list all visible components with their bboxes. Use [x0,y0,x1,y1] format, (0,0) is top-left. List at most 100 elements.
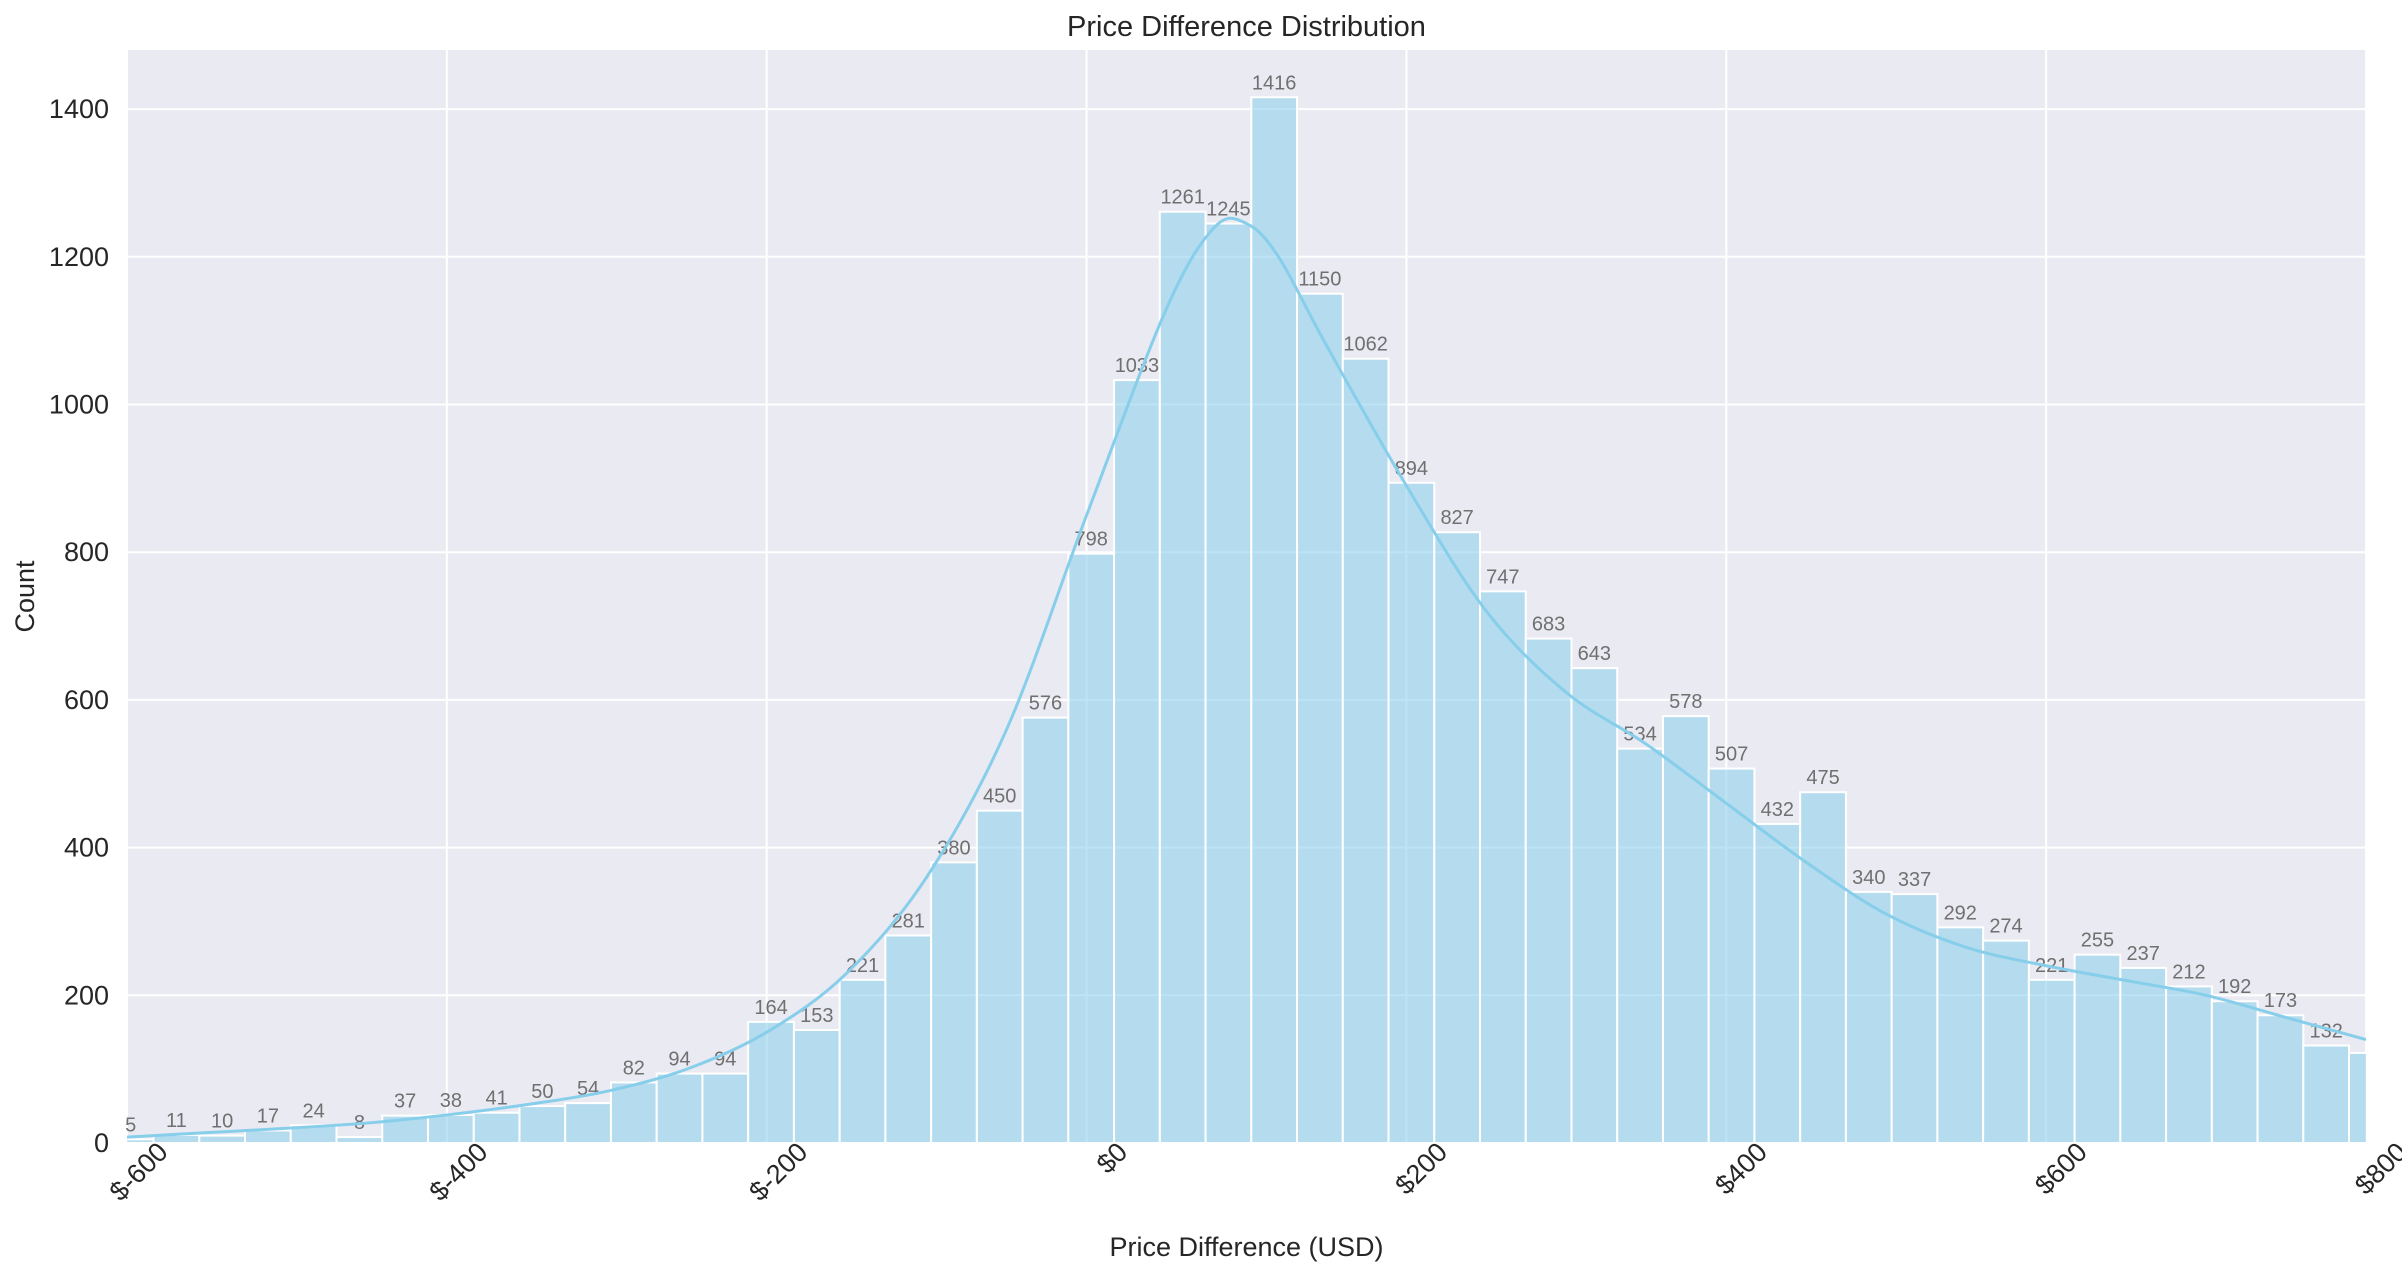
chart-title: Price Difference Distribution [1067,11,1426,43]
bar-value-label: 17 [257,1105,279,1127]
bar-value-label: 450 [983,786,1016,808]
histogram-bar [1158,210,1207,1143]
histogram-bar [198,1134,247,1143]
bar-value-label: 153 [800,1005,833,1027]
x-axis-label: Price Difference (USD) [1109,1232,1383,1262]
y-tick-label: 200 [64,980,109,1010]
histogram-bar [747,1020,795,1143]
histogram-bar [518,1105,567,1143]
bar-value-label: 1245 [1206,199,1251,221]
histogram-bar [838,978,887,1143]
y-tick-label: 1000 [49,389,109,419]
y-axis-ticks: 0 200 400 600 800 1000 1200 1400 [49,94,109,1158]
y-tick-label: 800 [64,537,109,567]
x-axis-ticks: $-600 $-400 $-200 $0 $200 $400 $600 $800 [104,1137,2402,1207]
histogram-bar [1936,926,1985,1143]
histogram-bar [609,1081,658,1143]
bar-value-label: 432 [1761,799,1794,821]
histogram-bar [1524,637,1573,1143]
bar-value-label: 1416 [1252,72,1297,94]
histogram-bar [1067,552,1116,1143]
bar-value-label: 221 [846,955,879,977]
bar-value-label: 50 [531,1081,553,1103]
bar-value-label: 212 [2172,961,2205,983]
histogram-bar [1478,590,1527,1143]
x-tick-label: $600 [2029,1137,2093,1201]
bar-value-label: 1033 [1115,355,1160,377]
histogram-bar [2119,966,2168,1143]
histogram-bar [2302,1044,2351,1143]
bar-value-label: 94 [714,1049,736,1071]
x-tick-label: $800 [2349,1137,2402,1201]
bar-value-label: 380 [937,837,970,859]
bar-value-label: 683 [1532,614,1565,636]
bar-value-label: 827 [1440,507,1473,529]
histogram-bar [1570,667,1619,1143]
x-tick-label: $-400 [423,1137,493,1207]
histogram-bar [426,1113,475,1143]
histogram-bar [1387,481,1436,1143]
histogram-bar [2073,953,2122,1143]
histogram-bar [930,861,978,1143]
bar-value-label: 82 [623,1057,645,1079]
bar-value-label: 1261 [1160,187,1205,209]
histogram-bar [1113,379,1161,1143]
bar-value-label: 475 [1806,767,1839,789]
histogram-bar [792,1029,841,1143]
bar-value-label: 340 [1852,867,1885,889]
y-tick-label: 400 [64,833,109,863]
histogram-bar [1616,747,1664,1143]
y-tick-label: 600 [64,685,109,715]
histogram-bar [472,1111,521,1143]
histogram-bar [1799,791,1847,1143]
histogram-bar [335,1136,384,1143]
histogram-bar [244,1129,292,1143]
histogram-bar [2256,1014,2305,1143]
histogram-bar [884,934,933,1143]
histogram-bar [1890,893,1939,1143]
histogram-bar [1433,531,1481,1143]
bar-value-label: 5 [125,1114,136,1136]
y-tick-label: 1200 [49,242,109,272]
bar-value-label: 576 [1029,693,1062,715]
histogram-bar [1844,890,1893,1143]
histogram-bar [1250,96,1299,1143]
bar-value-label: 37 [394,1091,416,1113]
histogram-bar [1021,716,1070,1143]
histogram-bar [701,1072,750,1143]
histogram-bar [2348,1051,2366,1143]
bar-value-label: 41 [485,1088,507,1110]
bar-value-label: 578 [1669,691,1702,713]
bar-value-label: 292 [1944,902,1977,924]
kde-curve [127,216,2366,1139]
bar-value-label: 38 [440,1090,462,1112]
histogram-bar [564,1102,612,1143]
bar-value-label: 164 [754,997,787,1019]
histogram-bar [2165,985,2213,1143]
bar-value-label: 237 [2127,943,2160,965]
bar-value-label: 534 [1623,724,1656,746]
x-tick-label: $200 [1389,1137,1453,1201]
y-tick-label: 0 [94,1128,109,1158]
x-tick-label: $-600 [104,1137,174,1207]
bar-value-label: 337 [1898,869,1931,891]
bar-value-label: 255 [2081,930,2114,952]
bar-value-label: 798 [1075,529,1108,551]
histogram-bar [1204,222,1253,1143]
bar-value-label: 173 [2264,990,2297,1012]
histogram-bar [2027,978,2076,1143]
x-tick-label: $400 [1709,1137,1773,1201]
histogram-bar [1707,767,1756,1143]
bar-value-label: 507 [1715,744,1748,766]
bar-value-label: 274 [1989,916,2022,938]
bars [127,96,2366,1143]
x-tick-label: $-200 [743,1137,813,1207]
bar-value-label: 747 [1486,566,1519,588]
histogram-bar [975,809,1024,1143]
histogram-bar [1661,715,1710,1143]
bar-value-label: 10 [211,1111,233,1133]
bar-value-label: 643 [1578,643,1611,665]
bar-value-label: 281 [892,910,925,932]
histogram-bar [2210,1000,2259,1143]
